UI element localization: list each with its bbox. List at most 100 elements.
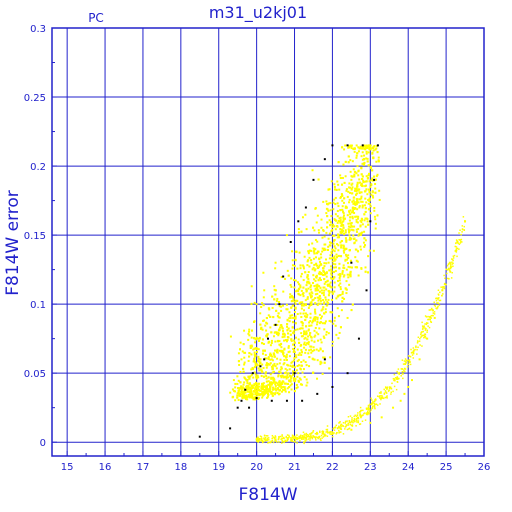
cloud-point	[259, 393, 262, 396]
cloud-point	[319, 253, 322, 256]
cloud-point	[292, 370, 295, 373]
cloud-point	[304, 348, 307, 351]
tail-point	[445, 268, 447, 271]
cloud-point	[253, 301, 256, 304]
cloud-point	[247, 375, 250, 378]
cloud-point	[348, 182, 351, 185]
tail-point	[320, 434, 323, 437]
cloud-point	[320, 218, 323, 221]
cloud-point	[271, 364, 274, 367]
cloud-point	[339, 294, 342, 297]
tail-point	[299, 436, 302, 438]
tail-point	[461, 225, 464, 227]
cloud-point	[284, 382, 287, 385]
tail-point	[316, 432, 319, 435]
outlier-point	[267, 337, 269, 340]
cloud-point	[248, 377, 251, 380]
cloud-point	[239, 394, 242, 397]
cloud-point	[345, 255, 348, 258]
cloud-point	[284, 367, 287, 370]
tail-point	[356, 414, 359, 416]
cloud-point	[339, 274, 342, 277]
cloud-point	[313, 285, 316, 288]
cloud-point	[254, 393, 257, 396]
cloud-point	[336, 202, 339, 205]
cloud-point	[350, 211, 353, 214]
cloud-point	[280, 383, 283, 386]
cloud-point	[319, 272, 322, 275]
cloud-point	[349, 275, 352, 278]
data-points	[198, 144, 467, 441]
tail-point	[408, 355, 410, 357]
cloud-point	[294, 306, 297, 309]
cloud-point	[285, 340, 288, 343]
cloud-point	[318, 264, 321, 267]
cloud-point	[324, 272, 327, 275]
cloud-point	[317, 296, 320, 299]
cloud-point	[330, 180, 333, 183]
tail-point	[380, 392, 382, 394]
cloud-point	[342, 264, 345, 267]
cloud-point	[288, 386, 291, 389]
cloud-point	[274, 303, 277, 306]
cloud-point	[303, 343, 306, 346]
cloud-point	[249, 344, 252, 347]
cloud-point	[345, 280, 348, 283]
cloud-point	[320, 256, 323, 259]
cloud-point	[309, 285, 312, 288]
cloud-point	[234, 386, 237, 389]
data-point	[270, 358, 273, 361]
cloud-point	[294, 328, 297, 331]
cloud-point	[265, 357, 268, 360]
cloud-point	[303, 375, 306, 378]
cloud-point	[249, 388, 252, 391]
cloud-point	[369, 203, 372, 206]
cloud-point	[239, 341, 242, 344]
cloud-point	[275, 309, 278, 312]
tail-point	[303, 442, 305, 445]
cloud-point	[347, 257, 350, 260]
cloud-point	[250, 373, 253, 376]
cloud-point	[353, 207, 356, 210]
cloud-point	[347, 210, 350, 213]
cloud-point	[300, 335, 303, 338]
data-point	[441, 289, 444, 292]
data-point	[293, 437, 296, 440]
cloud-point	[313, 252, 316, 255]
cloud-point	[341, 146, 344, 149]
cloud-point	[311, 321, 314, 324]
cloud-point	[315, 348, 318, 351]
tail-point	[436, 297, 439, 300]
tail-point	[438, 299, 441, 302]
cloud-point	[339, 286, 342, 289]
data-point	[361, 151, 364, 154]
cloud-point	[378, 189, 381, 192]
cloud-point	[316, 316, 319, 319]
cloud-point	[372, 149, 375, 152]
cloud-point	[333, 290, 336, 293]
cloud-point	[365, 152, 368, 155]
cloud-point	[312, 226, 315, 229]
cloud-point	[287, 351, 290, 354]
tail-point	[344, 422, 347, 424]
tail-point	[420, 333, 422, 336]
tail-point	[383, 388, 385, 391]
tail-point	[264, 438, 266, 440]
cloud-point	[325, 272, 328, 275]
outlier-point	[350, 261, 353, 264]
data-point	[433, 316, 436, 319]
cloud-point	[323, 247, 326, 250]
cloud-point	[371, 151, 374, 154]
cloud-point	[277, 332, 280, 335]
cloud-point	[323, 336, 326, 339]
cloud-point	[310, 336, 313, 339]
cloud-point	[309, 345, 312, 348]
tail-point	[368, 407, 371, 410]
cloud-point	[369, 147, 372, 150]
tail-point	[408, 360, 410, 363]
cloud-point	[289, 314, 292, 317]
tail-point	[456, 255, 458, 258]
tail-point	[302, 441, 305, 443]
tail-point	[289, 437, 292, 439]
cloud-point	[292, 359, 295, 362]
